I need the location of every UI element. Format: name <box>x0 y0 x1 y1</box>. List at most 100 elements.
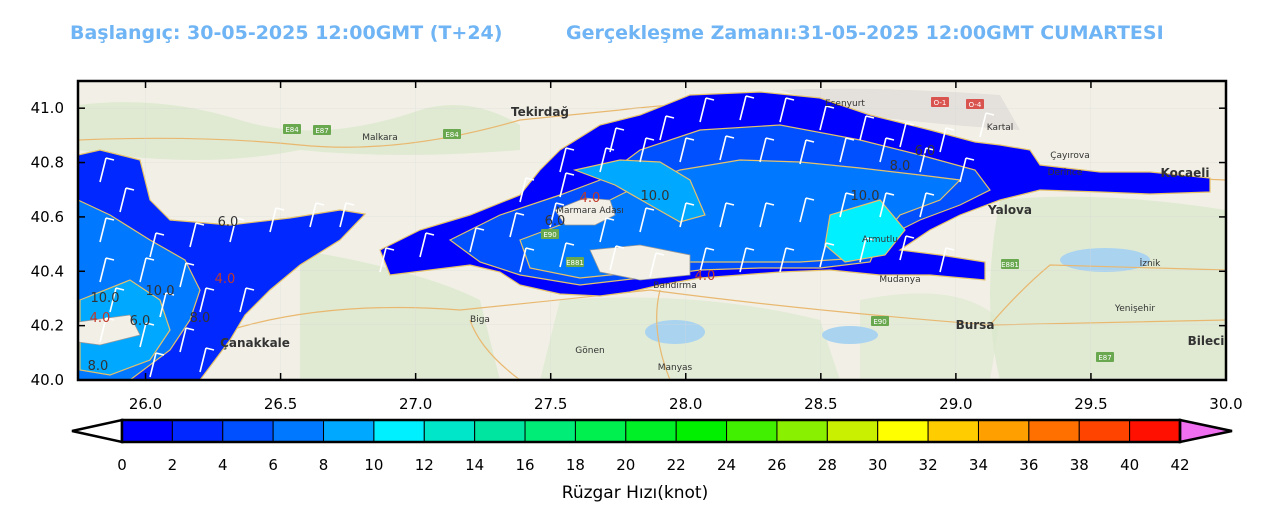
svg-text:E84: E84 <box>285 126 299 134</box>
contour-label: 4.0 <box>695 269 716 284</box>
road-badge: E87 <box>1096 352 1114 362</box>
marmara-island <box>554 197 616 226</box>
sea-band-8-10-west <box>572 159 706 223</box>
place-label: Marmara Adası <box>556 206 624 216</box>
colorbar-tick-label: 14 <box>465 456 485 474</box>
contour-label: 10.0 <box>641 189 670 204</box>
x-tick-label: 29.5 <box>1074 395 1107 413</box>
place-label: İznik <box>1140 258 1162 269</box>
colorbar-swatch <box>675 419 728 443</box>
place-label: Biga <box>470 315 490 325</box>
colorbar-tick-label: 38 <box>1069 456 1089 474</box>
wind-barb <box>419 232 435 258</box>
wind-barb <box>839 137 855 163</box>
wind-barb <box>309 202 325 228</box>
colorbar-tick-label: 18 <box>565 456 585 474</box>
wind-barb <box>199 287 215 313</box>
contour-label: 10.0 <box>91 291 120 306</box>
colorbar-tick-label: 34 <box>968 456 989 474</box>
wind-barb <box>899 235 915 261</box>
colorbar-tick-label: 40 <box>1120 456 1140 474</box>
wind-barb <box>899 122 915 148</box>
place-label: Esenyurt <box>825 99 865 109</box>
colorbar-tick-label: 24 <box>717 456 737 474</box>
road-badge: O-1 <box>931 97 949 107</box>
x-tick-label: 26.5 <box>264 395 297 413</box>
colorbar-swatch <box>1129 419 1181 443</box>
y-tick-label: 40.8 <box>31 154 64 172</box>
place-label: Armutlu <box>862 235 898 245</box>
colorbar-tick-label: 2 <box>167 456 178 474</box>
wind-barb <box>879 137 895 163</box>
wind-barb <box>599 147 615 173</box>
wind-barb <box>119 187 135 213</box>
place-label: Malkara <box>362 133 398 143</box>
wind-barb <box>149 352 165 378</box>
colorbar-tick-label: 0 <box>117 456 127 474</box>
colorbar-swatch <box>977 419 1030 443</box>
svg-text:E90: E90 <box>543 231 556 239</box>
colorbar-swatch <box>121 419 173 443</box>
wind-barb <box>139 322 155 348</box>
wind-barb <box>189 222 205 248</box>
wind-barb <box>139 257 155 283</box>
place-label: Yenişehir <box>1114 304 1155 314</box>
colorbar-over-arrow <box>1178 418 1233 444</box>
wind-barb <box>859 115 875 141</box>
colorbar-swatch <box>171 419 224 443</box>
svg-text:E87: E87 <box>315 127 328 135</box>
colorbar-tick-label: 28 <box>817 456 837 474</box>
y-tick-label: 41.0 <box>31 99 64 117</box>
road-badge: O-4 <box>966 99 984 109</box>
colorbar-swatch <box>272 419 325 443</box>
wind-barb <box>649 252 665 278</box>
wind-barb <box>739 247 755 273</box>
place-label: Bursa <box>956 318 995 332</box>
wind-barb <box>919 192 935 218</box>
colorbar-tick-label: 20 <box>616 456 636 474</box>
wind-barb <box>599 217 615 243</box>
wind-barb <box>919 147 935 173</box>
colorbar-tick-label: 4 <box>217 456 228 474</box>
colorbar-tick-label: 6 <box>268 456 278 474</box>
wind-barb <box>979 112 995 138</box>
wind-barb <box>739 95 755 121</box>
wind-barb <box>699 97 715 123</box>
wind-barb <box>839 192 855 218</box>
wind-barb <box>639 137 655 163</box>
colorbar-frame <box>120 418 1182 444</box>
wind-barb <box>519 247 535 273</box>
wind-barb <box>679 202 695 228</box>
wind-barb <box>939 247 955 273</box>
wind-barb <box>819 105 835 131</box>
road-badge: E881 <box>1001 259 1019 269</box>
wind-barb <box>559 147 575 173</box>
colorbar-swatch <box>625 419 677 443</box>
wind-barb <box>939 127 955 153</box>
y-tick-label: 40.6 <box>31 208 64 226</box>
colorbar-swatch <box>323 419 375 443</box>
wind-barb <box>229 217 245 243</box>
place-label: Manyas <box>658 363 693 373</box>
wind-barb <box>149 232 165 258</box>
place-label: Bandırma <box>653 281 696 291</box>
contour-label: 6.0 <box>130 314 151 329</box>
wind-barb <box>159 292 175 318</box>
contour-label: 10.0 <box>146 284 175 299</box>
gokceada-island <box>78 314 141 346</box>
wind-barb <box>799 139 815 165</box>
wind-barb <box>819 242 835 268</box>
place-label: Bilecik <box>1188 334 1234 348</box>
y-tick-label: 40.0 <box>31 371 64 389</box>
wind-barb <box>509 212 525 238</box>
road-badge: E84 <box>283 124 301 134</box>
colorbar-swatch <box>826 419 879 443</box>
wind-barb <box>959 157 975 183</box>
svg-text:E881: E881 <box>1001 261 1019 269</box>
colorbar-swatch <box>474 419 526 443</box>
forecast-start-label: Başlangıç: 30-05-2025 12:00GMT (T+24) <box>70 22 503 44</box>
place-label: Yalova <box>987 203 1032 217</box>
contour-label: 8.0 <box>88 359 109 374</box>
forecast-valid-label: Gerçekleşme Zamanı:31-05-2025 12:00GMT C… <box>566 22 1164 44</box>
